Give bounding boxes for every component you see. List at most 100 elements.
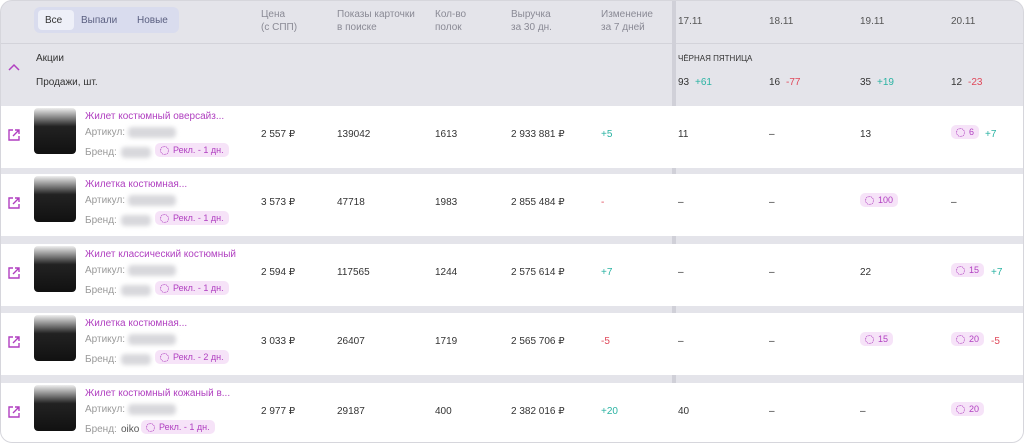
row-label: Продажи, шт. <box>36 77 98 88</box>
blurred-article <box>128 127 176 138</box>
open-link-icon[interactable] <box>7 335 21 349</box>
cell-shelves: 1719 <box>435 336 458 347</box>
day-value: – <box>678 197 684 208</box>
product-image <box>34 385 76 431</box>
blurred-article <box>128 404 176 415</box>
divider <box>1 43 1023 44</box>
day-value: – <box>860 406 866 417</box>
product-row[interactable]: Жилет классический костюмный Артикул: Брен… <box>1 244 1023 306</box>
sales-delta: +61 <box>695 77 712 88</box>
day-ad-value: 20 <box>951 332 985 346</box>
cell-shows: 139042 <box>337 129 371 140</box>
sales-delta: -23 <box>968 77 983 88</box>
promo-name: ЧЁРНАЯ ПЯТНИЦА <box>678 54 753 63</box>
day-value: – <box>678 267 684 278</box>
column-header[interactable]: Выручка за 30 дн. <box>511 9 552 33</box>
cell-shows: 26407 <box>337 336 365 347</box>
column-header[interactable]: Кол-во полок <box>435 9 467 33</box>
cell-shows: 117565 <box>337 267 370 278</box>
day-value: 13 <box>860 129 872 140</box>
product-title[interactable]: Жилет классический костюмный <box>85 249 236 260</box>
article-label: Артикул: <box>85 195 126 206</box>
cell-price: 2 977 ₽ <box>261 406 296 417</box>
article-label: Артикул: <box>85 404 126 415</box>
blurred-article <box>128 265 176 276</box>
product-title[interactable]: Жилет костюмный кожаный в... <box>85 388 231 399</box>
product-image <box>34 315 76 361</box>
ad-badge: Рекл. - 1 дн. <box>141 420 215 434</box>
change-value: -5 <box>601 336 610 347</box>
article-label: Артикул: <box>85 265 126 276</box>
day-delta: +7 <box>991 267 1003 278</box>
day-value: – <box>769 406 775 417</box>
product-row[interactable]: Жилетка костюмная... Артикул: Бренд: Рекл. … <box>1 313 1023 375</box>
tab-active-bg <box>38 10 74 30</box>
product-row[interactable]: Жилет костюмный оверсайз... Артикул: Бренд… <box>1 106 1023 168</box>
date-header: 19.11 <box>860 16 885 27</box>
cell-shelves: 1983 <box>435 197 458 208</box>
cell-shelves: 1613 <box>435 129 458 140</box>
cell-shelves: 400 <box>435 406 452 417</box>
article-label: Артикул: <box>85 334 126 345</box>
brand-label: Бренд: <box>85 215 117 226</box>
cell-shows: 47718 <box>337 197 365 208</box>
sales-value: 12 <box>951 77 963 88</box>
tab[interactable]: Выпали <box>81 15 118 26</box>
day-value: 11 <box>678 129 689 140</box>
product-image <box>34 176 76 222</box>
cell-revenue: 2 565 706 ₽ <box>511 336 565 347</box>
article-label: Артикул: <box>85 127 126 138</box>
day-ad-value: 100 <box>860 193 899 207</box>
brand-label: Бренд: <box>85 285 117 296</box>
column-header[interactable]: Изменение за 7 дней <box>601 9 653 33</box>
sales-delta: +19 <box>877 77 894 88</box>
change-value: +5 <box>601 129 613 140</box>
day-ad-value: 15 <box>860 332 894 346</box>
blurred-article <box>128 195 176 206</box>
product-title[interactable]: Жилет костюмный оверсайз... <box>85 111 225 122</box>
open-link-icon[interactable] <box>7 266 21 280</box>
product-row[interactable]: Жилетка костюмная... Артикул: Бренд: Рекл. … <box>1 174 1023 236</box>
sales-value: 16 <box>769 77 781 88</box>
brand-label: Бренд: <box>85 354 117 365</box>
brand-label: Бренд: <box>85 147 117 158</box>
collapse-icon[interactable] <box>8 63 20 73</box>
cell-price: 3 573 ₽ <box>261 197 296 208</box>
cell-price: 3 033 ₽ <box>261 336 296 347</box>
column-header[interactable]: Показы карточки в поиске <box>337 9 415 33</box>
day-ad-value: 6 <box>951 125 980 139</box>
day-ad-value: 15 <box>951 263 985 277</box>
product-title[interactable]: Жилетка костюмная... <box>85 179 188 190</box>
day-value: – <box>678 336 684 347</box>
open-link-icon[interactable] <box>7 128 21 142</box>
day-value: – <box>769 336 775 347</box>
day-value: 40 <box>678 406 690 417</box>
ad-badge: Рекл. - 1 дн. <box>155 211 229 225</box>
day-ad-value: 20 <box>951 402 985 416</box>
product-row[interactable]: Жилет костюмный кожаный в... Артикул: Брен… <box>1 383 1023 442</box>
open-link-icon[interactable] <box>7 405 21 419</box>
cell-shelves: 1244 <box>435 267 458 278</box>
day-value: – <box>769 129 775 140</box>
ad-badge: Рекл. - 1 дн. <box>155 281 229 295</box>
product-image <box>34 108 76 154</box>
row-label: Акции <box>36 53 64 64</box>
date-header: 18.11 <box>769 16 794 27</box>
date-header: 17.11 <box>678 16 703 27</box>
brand-name: oiko <box>121 424 140 435</box>
tab[interactable]: Новые <box>137 15 168 26</box>
blurred-brand <box>121 285 151 296</box>
product-title[interactable]: Жилетка костюмная... <box>85 318 188 329</box>
sales-value: 35 <box>860 77 872 88</box>
tab[interactable]: Все <box>45 15 63 26</box>
day-value: – <box>769 197 775 208</box>
day-value: 22 <box>860 267 872 278</box>
change-value: +20 <box>601 406 618 417</box>
change-value: +7 <box>601 267 613 278</box>
day-value: – <box>951 197 957 208</box>
date-header: 20.11 <box>951 16 976 27</box>
column-header[interactable]: Цена (с СПП) <box>261 9 298 33</box>
open-link-icon[interactable] <box>7 196 21 210</box>
blurred-article <box>128 334 176 345</box>
